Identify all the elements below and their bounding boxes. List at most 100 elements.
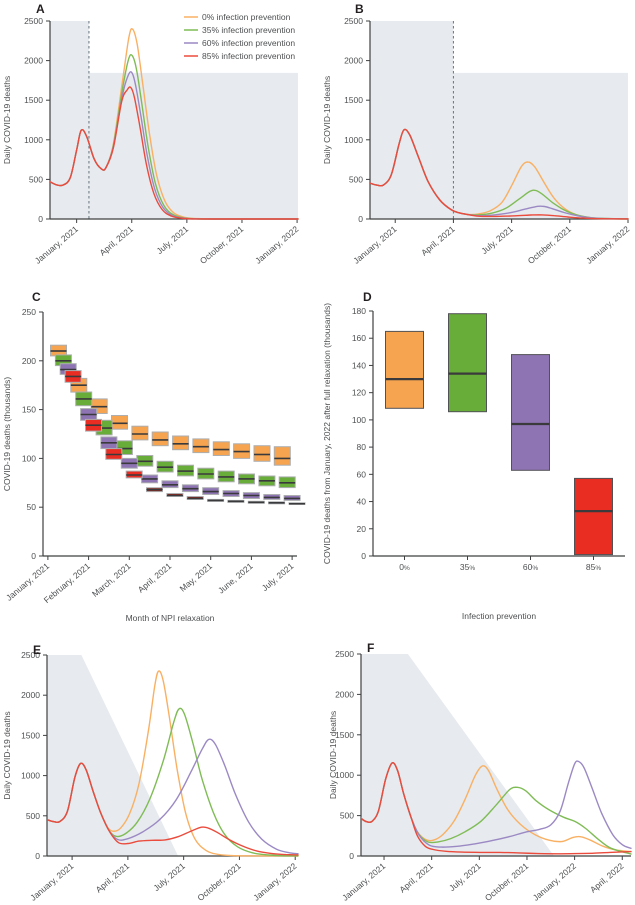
y-tick-label: 500 xyxy=(349,174,363,184)
box-35-infection-prevention xyxy=(448,313,487,413)
box-0-infection-prevention xyxy=(151,431,169,447)
legend-label: 0% infection prevention xyxy=(202,12,291,22)
y-tick-label: 1500 xyxy=(24,95,43,105)
npi-shaded-region xyxy=(453,72,628,220)
y-tick-label: 2000 xyxy=(335,689,354,699)
legend-label: 85% infection prevention xyxy=(202,51,295,61)
y-tick-label: 1000 xyxy=(21,771,40,781)
y-tick-label: 0 xyxy=(35,851,40,861)
box-0-infection-prevention xyxy=(212,441,230,457)
panel-e: E 0 500 1000 1500 2000 2500 January, 2021 April… xyxy=(0,630,318,905)
legend-label: 60% infection prevention xyxy=(202,38,295,48)
x-tick-label: January, 2022 xyxy=(253,224,300,266)
x-tick-label: January, 2021 xyxy=(28,861,75,903)
y-tick-label: 2000 xyxy=(344,56,363,66)
panel-b-letter: B xyxy=(355,2,364,16)
panel-c-letter: C xyxy=(32,290,41,304)
curves-group xyxy=(370,128,629,220)
curve-85-infection-prevention xyxy=(370,128,629,220)
box-0-infection-prevention xyxy=(111,415,128,430)
x-tick-label: 60% xyxy=(523,562,538,572)
x-tick-label: January, 2021 xyxy=(33,224,80,266)
y-tick-label: 0 xyxy=(38,214,43,224)
y-tick-label: 2500 xyxy=(344,16,363,26)
x-tick-label: January, 2021 xyxy=(351,224,398,266)
curve-85-infection-prevention xyxy=(361,762,632,855)
x-tick-label: July, 2021 xyxy=(155,224,191,256)
y-axis-title: Daily COVID-19 deaths xyxy=(328,711,338,799)
x-tick-label: April, 2021 xyxy=(419,224,457,258)
panel-b-chart: 0 500 1000 1500 2000 2500 January, 2021 April, … xyxy=(322,16,631,266)
panel-f: F 0 500 1000 1500 2000 2500 January, 2021 April… xyxy=(318,630,635,905)
npi-shaded-region xyxy=(50,21,89,219)
panel-a-chart: 0 500 1000 1500 2000 2500 January, 2021 April, … xyxy=(2,12,301,266)
box-60-infection-prevention xyxy=(511,354,550,471)
x-tick-label: April, 2021 xyxy=(94,861,132,895)
x-tick-label: 0% xyxy=(399,562,410,572)
y-tick-label: 200 xyxy=(22,356,36,366)
panel-e-chart: 0 500 1000 1500 2000 2500 January, 2021 April, … xyxy=(2,650,299,903)
y-tick-label: 1000 xyxy=(335,770,354,780)
x-tick-label: July, 2021 xyxy=(151,861,187,893)
curve-85-infection-prevention xyxy=(47,762,299,856)
panel-a-letter: A xyxy=(36,2,45,16)
x-tick-label: January, 2022 xyxy=(531,861,578,903)
y-tick-label: 0 xyxy=(361,551,366,561)
y-tick-label: 1000 xyxy=(24,135,43,145)
npi-shaded-region xyxy=(370,21,454,219)
y-axis-title: COVID-19 deaths (thousands) xyxy=(2,377,12,492)
y-tick-label: 20 xyxy=(357,524,367,534)
curves-group xyxy=(47,670,299,857)
legend: 0% infection prevention 35% infection pre… xyxy=(184,12,295,61)
y-tick-label: 500 xyxy=(340,811,354,821)
curves-group xyxy=(361,760,632,855)
x-tick-label: July, 2021 xyxy=(260,561,296,593)
y-tick-label: 500 xyxy=(26,811,40,821)
x-tick-label: 35% xyxy=(460,562,475,572)
x-tick-label: January, 2021 xyxy=(340,861,387,903)
y-tick-label: 120 xyxy=(352,388,366,398)
y-tick-label: 500 xyxy=(29,174,43,184)
panel-f-chart: 0 500 1000 1500 2000 2500 January, 2021 April, … xyxy=(328,649,632,903)
y-tick-label: 1000 xyxy=(344,135,363,145)
x-tick-label: April, 2021 xyxy=(136,561,174,595)
x-tick-label: June, 2021 xyxy=(216,561,255,596)
x-tick-label: March, 2021 xyxy=(90,561,133,599)
y-tick-label: 1500 xyxy=(21,730,40,740)
y-axis-title: Daily COVID-19 deaths xyxy=(2,711,12,799)
box-85-infection-prevention xyxy=(574,477,613,556)
panel-d-letter: D xyxy=(363,290,372,304)
panel-f-letter: F xyxy=(367,641,375,655)
x-tick-label: October, 2021 xyxy=(483,861,531,903)
x-tick-label: October, 2021 xyxy=(195,861,243,903)
x-axis-title: Infection prevention xyxy=(462,611,536,621)
x-tick-label: April, 2021 xyxy=(397,861,435,895)
box-0-infection-prevention xyxy=(273,446,291,466)
y-tick-label: 100 xyxy=(22,453,36,463)
y-tick-label: 100 xyxy=(352,415,366,425)
y-tick-label: 60 xyxy=(357,469,367,479)
y-tick-label: 2500 xyxy=(21,650,40,660)
curve-85-infection-prevention xyxy=(50,86,299,220)
panel-e-letter: E xyxy=(33,643,42,657)
x-tick-label: April, 2021 xyxy=(97,224,135,258)
curves-group xyxy=(50,28,299,220)
y-tick-label: 40 xyxy=(357,497,367,507)
y-tick-label: 2000 xyxy=(21,690,40,700)
y-tick-label: 0 xyxy=(358,214,363,224)
panel-a: A 0 500 1000 1500 2000 2500 January, 2021 April… xyxy=(0,0,318,280)
x-tick-label: April, 2022 xyxy=(588,861,626,895)
y-tick-label: 160 xyxy=(352,333,366,343)
box-0-infection-prevention xyxy=(192,438,210,454)
npi-shaded-region xyxy=(88,72,299,220)
x-tick-label: July, 2021 xyxy=(447,861,483,893)
y-tick-label: 150 xyxy=(22,405,36,415)
x-tick-label: October, 2021 xyxy=(526,224,574,266)
y-tick-label: 50 xyxy=(27,502,37,512)
panel-d: D 0 20 40 60 80 100 120 140 160 180 0% 35% 60% 85% COV… xyxy=(318,280,635,630)
panel-c: C 0 50 100 150 200 250 January, 2021 February, … xyxy=(0,280,318,630)
x-tick-label: July, 2021 xyxy=(479,224,515,256)
y-tick-label: 140 xyxy=(352,360,366,370)
y-tick-label: 180 xyxy=(352,306,366,316)
